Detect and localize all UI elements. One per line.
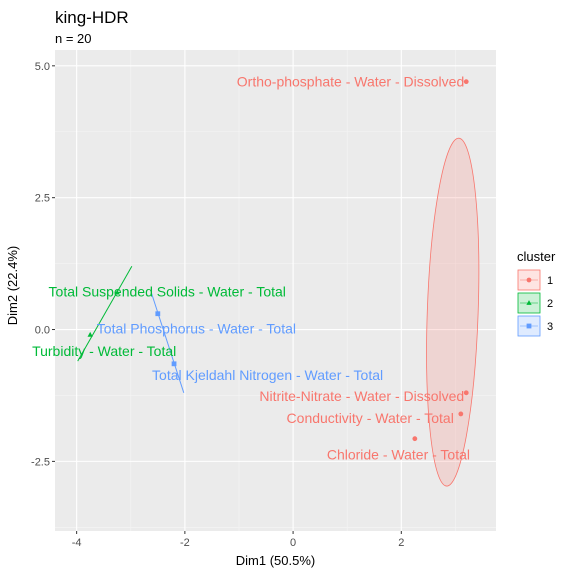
x-tick-label: 2: [398, 537, 404, 549]
point-label: Total Phosphorus - Water - Total: [97, 321, 296, 337]
x-tick-label: -2: [180, 537, 190, 549]
data-point-cluster-1: [412, 436, 418, 442]
point-label: Ortho-phosphate - Water - Dissolved: [237, 74, 464, 90]
cluster-ellipse-1: [426, 137, 480, 487]
x-tick-label: 0: [290, 537, 296, 549]
x-axis-ticks: -4 -2 0 2: [72, 531, 404, 549]
legend-label: 3: [547, 321, 553, 333]
point-label: Chloride - Water - Total: [327, 447, 470, 463]
y-axis-ticks: -2.5 0.0 2.5 5.0: [31, 61, 55, 468]
legend-item-2: 2: [517, 292, 553, 314]
y-tick-label: 5.0: [35, 61, 50, 73]
cluster-ellipses: [426, 137, 480, 487]
legend-item-3: 3: [517, 315, 553, 337]
cluster-line-3: [150, 292, 185, 393]
legend-key-marker: [526, 277, 532, 283]
y-axis-title: Dim2 (22.4%): [5, 246, 20, 325]
y-tick-label: 2.5: [35, 193, 50, 205]
legend-title: cluster: [517, 249, 556, 264]
y-tick-label: -2.5: [31, 456, 50, 468]
point-label: Total Kjeldahl Nitrogen - Water - Total: [152, 367, 383, 383]
point-label: Conductivity - Water - Total: [287, 410, 454, 426]
grid-lines: [55, 50, 496, 531]
data-points: [87, 79, 469, 442]
x-tick-label: -4: [72, 537, 82, 549]
legend: cluster 1 2 3: [517, 249, 556, 337]
legend-label: 2: [547, 298, 553, 310]
x-axis-title: Dim1 (50.5%): [236, 553, 315, 568]
y-tick-label: 0.0: [35, 325, 50, 337]
point-labels: Ortho-phosphate - Water - Dissolved Nitri…: [32, 74, 470, 463]
legend-key-marker: [526, 300, 532, 305]
cluster-hull-lines: [77, 265, 185, 393]
data-point-cluster-3: [155, 311, 161, 317]
legend-item-1: 1: [517, 269, 553, 291]
data-point-cluster-1: [463, 390, 469, 396]
legend-key-marker: [526, 323, 532, 329]
data-point-cluster-2: [87, 331, 93, 337]
point-label: Total Suspended Solids - Water - Total: [49, 284, 286, 300]
point-label: Nitrite-Nitrate - Water - Dissolved: [259, 388, 464, 404]
plot-panel: [55, 50, 496, 531]
cluster-line-2: [77, 265, 133, 362]
chart-subtitle: n = 20: [55, 31, 92, 46]
point-label: Turbidity - Water - Total: [32, 343, 176, 359]
chart-title: king-HDR: [55, 8, 129, 27]
legend-label: 1: [547, 275, 553, 287]
data-point-cluster-3: [171, 361, 177, 367]
data-point-cluster-2: [114, 289, 120, 295]
data-point-cluster-1: [463, 79, 469, 85]
data-point-cluster-1: [458, 411, 464, 417]
